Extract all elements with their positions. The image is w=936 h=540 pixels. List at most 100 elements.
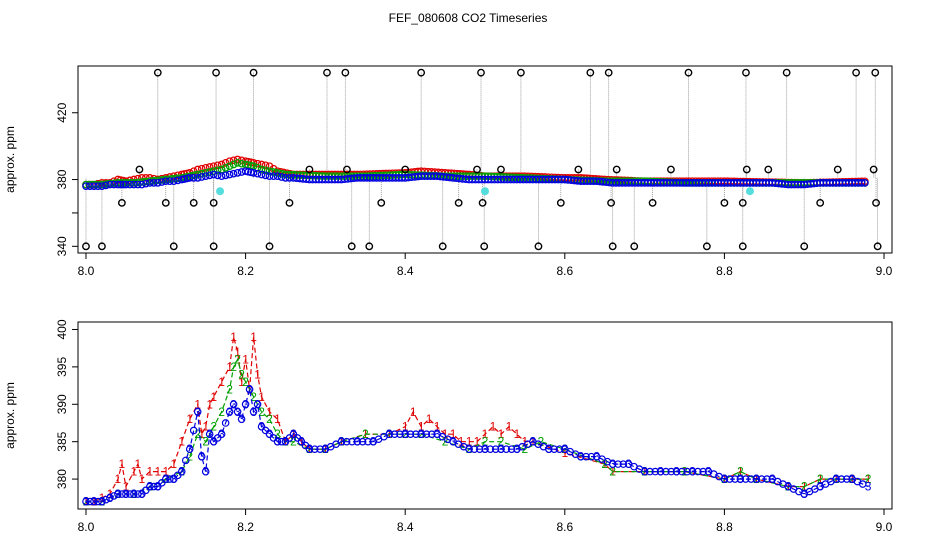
series-1-glyph: 1 [474,435,481,449]
series-1-glyph: 1 [230,330,237,344]
series-1-glyph: 1 [178,435,185,449]
x-tick-label: 8.8 [716,264,733,278]
outlier-point [612,165,621,174]
series-1-glyph: 1 [250,330,257,344]
outlier-point [667,165,675,174]
series-1-glyph: 1 [218,375,225,389]
outlier-point [161,199,170,207]
series-3-point [646,467,654,476]
series-3-glyph: 3 [250,405,257,419]
outlier-point [684,68,693,77]
series-3-point [102,181,110,190]
series-2-glyph: 2 [609,465,616,479]
series-3-point [225,170,234,179]
series-3-point [229,400,238,409]
outlier-point [764,165,773,174]
series-3-point [86,182,94,191]
series-2-glyph: 2 [202,435,209,449]
series-3-point [213,171,222,180]
series-2-glyph: 2 [250,390,257,404]
series-3-glyph: 3 [402,427,409,441]
series-3-glyph: 3 [817,480,824,494]
series-3-glyph: 3 [785,480,792,494]
series-1-glyph: 1 [609,465,616,479]
series-3-point [385,430,394,439]
series-1-glyph: 1 [186,412,193,426]
series-1-glyph: 1 [482,427,489,441]
series-3-point [390,430,399,439]
outlier-point [648,199,657,207]
y-tick-label: 385 [55,431,69,451]
series-3-point [277,437,286,446]
outlier-point [209,242,218,251]
series-3-point [116,180,125,189]
series-3-point [82,182,90,191]
outlier-point [305,165,314,174]
series-1-point [213,161,222,170]
series-3-point [249,169,258,177]
outlier-point [517,68,525,77]
series-3-point [193,174,202,182]
cyan-marker [216,187,225,196]
series-2-point [229,160,238,169]
series-3-glyph: 3 [258,420,265,434]
outlier-point [135,165,144,174]
series-3-point [353,437,362,446]
series-2-glyph: 2 [290,435,297,449]
series-3-glyph: 3 [282,435,289,449]
outlier-point [534,242,543,251]
series-1-point [205,163,214,171]
series-3-point [289,430,298,439]
outlier-point [782,68,791,77]
series-3-point [257,170,266,179]
series-3-point [316,445,324,453]
outlier-point [738,199,747,207]
series-3-point [576,452,585,461]
series-3-point [683,467,691,476]
series-3-point [502,445,511,453]
series-2-glyph: 2 [418,427,425,441]
outlier-point [438,242,447,251]
series-3-glyph: 3 [210,435,217,449]
series-3-point [122,180,130,189]
series-3-glyph: 3 [170,472,177,486]
series-1-line [86,336,869,503]
series-3-glyph: 3 [226,405,233,419]
series-2-glyph: 2 [482,435,489,449]
outlier-point [249,68,258,77]
series-2-glyph: 2 [242,375,249,389]
series-2-glyph: 2 [218,405,225,419]
series-1-glyph: 1 [418,420,425,434]
series-3-point [337,437,346,446]
series-3-point [169,177,178,186]
series-3-glyph: 3 [115,487,122,501]
series-3-point [587,452,596,461]
series-3-glyph: 3 [354,435,361,449]
series-3-point [94,497,102,506]
series-3-glyph: 3 [306,442,313,456]
series-3-glyph: 3 [218,427,225,441]
series-3-point [491,445,500,453]
series-3-point [406,430,415,439]
series-1-glyph: 1 [410,405,417,419]
series-3-point [497,445,505,453]
outlier-point [497,165,505,174]
series-3-glyph: 3 [801,487,808,501]
series-3-point [858,480,867,488]
series-3-point [157,479,166,487]
series-3-point [301,441,310,450]
series-1-glyph: 1 [266,405,273,419]
series-2-glyph: 2 [274,427,281,441]
series-3-point [209,437,218,446]
series-1-glyph: 1 [198,427,205,441]
series-3-point [165,475,174,483]
series-3-point [154,482,162,491]
series-3-point [102,495,110,504]
x-tick-label: 8.4 [397,264,414,278]
series-3-glyph: 3 [530,435,537,449]
series-2-line [86,357,869,503]
series-3-point [177,467,186,476]
series-1-glyph: 1 [865,472,872,486]
x-tick-label: 8.2 [237,520,254,534]
series-3-point [145,179,154,187]
